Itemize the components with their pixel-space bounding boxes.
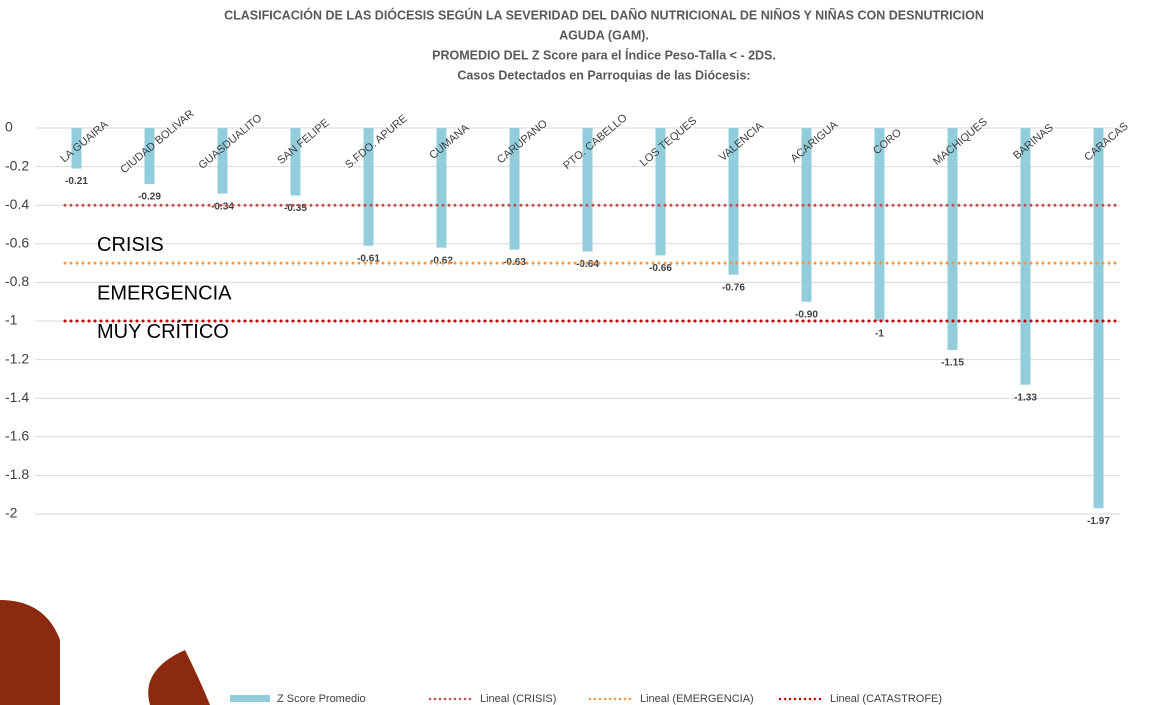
y-tick-label: -1.6: [5, 428, 29, 444]
bar: [1094, 128, 1104, 508]
bar: [875, 128, 885, 321]
bar: [948, 128, 958, 350]
annotation: CRISIS: [97, 234, 164, 256]
value-label: -0.34: [211, 201, 234, 212]
value-label: -0.21: [65, 176, 88, 187]
annotation: EMERGENCIA: [97, 282, 232, 304]
y-tick-label: -1: [5, 312, 18, 328]
value-label: -1.97: [1087, 516, 1110, 527]
value-label: -1.33: [1014, 392, 1037, 403]
legend-swatch: [230, 695, 270, 702]
y-tick-label: -2: [5, 505, 18, 521]
chart-title: AGUDA (GAM).: [559, 28, 649, 42]
legend-label: Lineal (CRISIS): [480, 693, 556, 705]
value-label: -0.64: [576, 259, 599, 270]
value-label: -0.62: [430, 255, 453, 266]
annotation: MUY CRÍTICO: [97, 320, 229, 343]
y-tick-label: -0.8: [5, 273, 29, 289]
bar: [1021, 128, 1031, 385]
value-label: -0.90: [795, 309, 818, 320]
y-tick-label: -1.2: [5, 350, 29, 366]
y-tick-label: -1.4: [5, 389, 29, 405]
y-tick-label: -1.8: [5, 466, 29, 482]
value-label: -0.76: [722, 282, 745, 293]
value-label: -0.66: [649, 263, 672, 274]
background: [0, 0, 1151, 705]
value-label: -1: [875, 329, 884, 340]
legend-label: Lineal (CATASTROFE): [830, 693, 942, 705]
chart-title: Casos Detectados en Parroquias de las Di…: [457, 68, 750, 82]
y-tick-label: -0.2: [5, 157, 29, 173]
legend-label: Z Score Promedio: [277, 693, 366, 705]
value-label: -1.15: [941, 358, 964, 369]
y-tick-label: 0: [5, 119, 13, 135]
value-label: -0.29: [138, 192, 161, 203]
y-tick-label: -0.6: [5, 235, 29, 251]
chart-title: PROMEDIO DEL Z Score para el Índice Peso…: [432, 47, 776, 62]
y-tick-label: -0.4: [5, 196, 29, 212]
chart: CLASIFICACIÓN DE LAS DIÓCESIS SEGÚN LA S…: [0, 0, 1151, 705]
legend-label: Lineal (EMERGENCIA): [640, 693, 754, 705]
chart-title: CLASIFICACIÓN DE LAS DIÓCESIS SEGÚN LA S…: [224, 7, 984, 22]
